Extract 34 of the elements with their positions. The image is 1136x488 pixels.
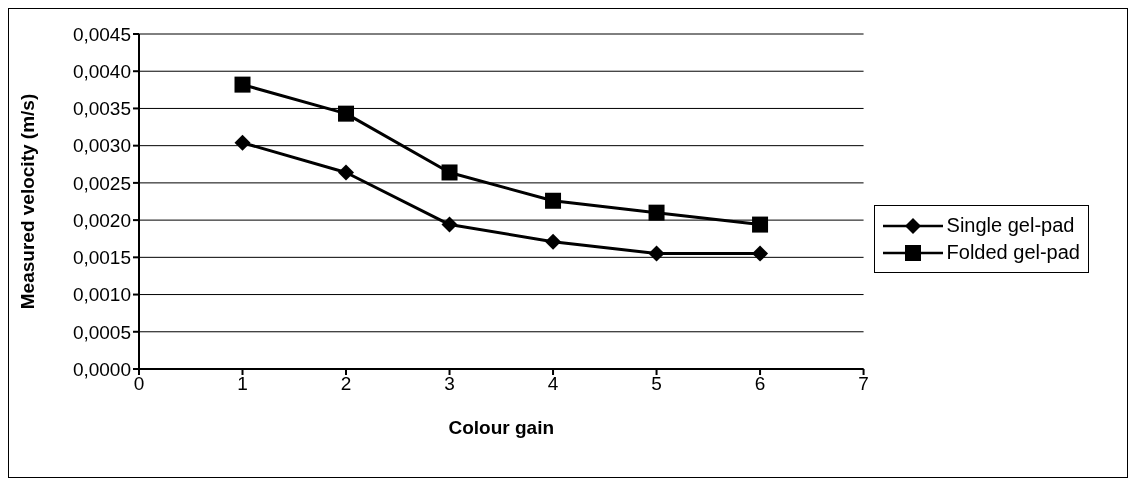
x-axis-title: Colour gain	[448, 417, 555, 438]
y-tick-label: 0,0025	[72, 172, 131, 194]
y-tick-label: 0,0010	[72, 284, 131, 306]
point	[545, 233, 562, 250]
point	[545, 192, 562, 209]
y-axis-title: Measured velocity (m/s)	[16, 93, 38, 310]
point	[441, 216, 458, 233]
point	[752, 245, 769, 262]
point	[752, 216, 769, 233]
point	[441, 164, 458, 181]
x-tick-label: 2	[340, 373, 352, 395]
point	[234, 134, 251, 151]
point	[338, 164, 355, 181]
y-tick-label: 0,0020	[72, 209, 131, 231]
x-tick-label: 5	[651, 373, 662, 395]
legend-label: Single gel-pad	[946, 214, 1075, 237]
x-tick-label: 7	[858, 373, 869, 395]
point	[234, 76, 251, 93]
x-tick-label: 6	[754, 373, 766, 395]
y-tick-label: 0,0005	[72, 321, 131, 343]
y-tick-label: 0,0000	[72, 358, 131, 380]
x-tick-label: 1	[237, 373, 248, 395]
y-tick-label: 0,0045	[72, 23, 131, 45]
x-tick-label: 0	[133, 373, 145, 395]
x-tick-label: 3	[444, 373, 455, 395]
point	[648, 245, 665, 262]
y-tick-label: 0,0035	[72, 98, 131, 120]
point	[648, 204, 665, 221]
x-tick-label: 4	[547, 373, 559, 395]
y-tick-label: 0,0015	[72, 247, 131, 269]
y-tick-label: 0,0030	[72, 135, 131, 157]
legend-label: Folded gel-pad	[946, 241, 1080, 264]
point	[338, 105, 355, 122]
y-tick-label: 0,0040	[72, 60, 131, 82]
